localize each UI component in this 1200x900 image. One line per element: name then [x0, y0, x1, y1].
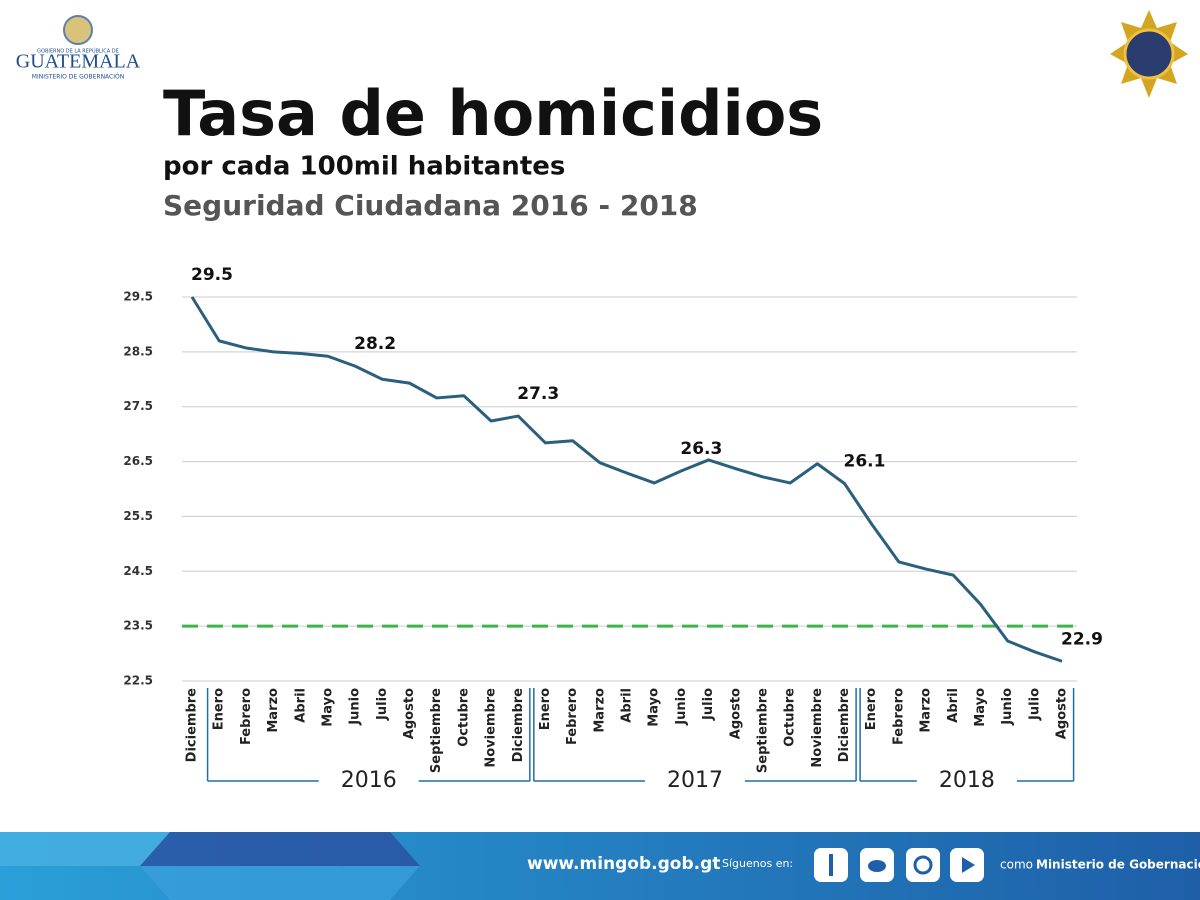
x-tick-label: Julio	[1027, 688, 1042, 721]
data-label: 29.5	[191, 265, 233, 285]
group-label: 2016	[341, 768, 397, 793]
x-tick-label: Julio	[375, 688, 390, 721]
x-tick-label: Junio	[1000, 688, 1015, 726]
y-tick-label: 25.5	[123, 509, 153, 523]
x-tick-label: Mayo	[647, 688, 662, 727]
data-label: 28.2	[354, 334, 396, 354]
x-tick-label: Noviembre	[484, 688, 499, 768]
group-label: 2018	[939, 768, 995, 793]
x-tick-label: Mayo	[973, 688, 988, 727]
x-tick-label: Junio	[674, 688, 689, 726]
x-tick-label: Marzo	[919, 688, 934, 733]
y-tick-label: 26.5	[123, 454, 153, 468]
logo-top: GOBIERNO DE LA REPÚBLICA DE	[37, 48, 119, 55]
footer-follow: Síguenos en:	[722, 857, 793, 870]
x-tick-label: Abril	[620, 688, 635, 723]
data-label: 27.3	[517, 384, 559, 404]
x-tick-label: Octubre	[456, 688, 471, 747]
x-tick-label: Enero	[864, 688, 879, 730]
x-tick-label: Junio	[348, 688, 363, 726]
footer-url: www.mingob.gob.gt	[527, 854, 720, 874]
footer: www.mingob.gob.gt Síguenos en: como Mini…	[0, 832, 1200, 900]
logo-bottom: MINISTERIO DE GOBERNACIÓN	[32, 74, 124, 81]
x-tick-label: Febrero	[239, 688, 254, 745]
x-tick-label: Mayo	[320, 688, 335, 727]
x-tick-label: Diciembre	[511, 688, 526, 762]
x-tick-label: Diciembre	[837, 688, 852, 762]
x-tick-label: Noviembre	[810, 688, 825, 768]
data-label: 26.1	[844, 452, 886, 472]
x-tick-label: Diciembre	[185, 688, 200, 762]
x-tick-label: Abril	[946, 688, 961, 723]
x-tick-label: Septiembre	[755, 688, 770, 773]
x-tick-label: Agosto	[1055, 688, 1070, 739]
y-tick-label: 24.5	[123, 564, 153, 578]
x-tick-label: Julio	[701, 688, 716, 721]
footer-account: Ministerio de Gobernación	[1036, 858, 1200, 872]
x-tick-label: Marzo	[266, 688, 281, 733]
x-tick-label: Agosto	[402, 688, 417, 739]
logo-name: GUATEMALA	[16, 51, 141, 73]
footer-as: como	[1000, 858, 1033, 872]
y-tick-label: 23.5	[123, 619, 153, 633]
x-tick-label: Enero	[538, 688, 553, 730]
x-tick-label: Febrero	[565, 688, 580, 745]
data-line	[190, 296, 1063, 663]
x-tick-label: Enero	[212, 688, 227, 730]
chart-subtitle: por cada 100mil habitantes	[163, 152, 565, 182]
police-badge	[1110, 10, 1188, 98]
chart-subtitle2: Seguridad Ciudadana 2016 - 2018	[163, 189, 698, 222]
x-tick-label: Marzo	[592, 688, 607, 733]
data-label: 22.9	[1061, 629, 1103, 649]
x-tick-label: Agosto	[728, 688, 743, 739]
y-tick-label: 29.5	[123, 290, 153, 304]
gov-logo: GOBIERNO DE LA REPÚBLICA DE GUATEMALA MI…	[16, 15, 141, 81]
data-label: 26.3	[680, 439, 722, 459]
x-tick-label: Abril	[293, 688, 308, 723]
x-tick-label: Febrero	[891, 688, 906, 745]
y-tick-label: 28.5	[123, 344, 153, 358]
y-tick-label: 22.5	[123, 674, 153, 688]
x-tick-label: Octubre	[783, 688, 798, 747]
instagram-icon[interactable]	[906, 848, 940, 882]
x-tick-label: Septiembre	[429, 688, 444, 773]
chart-title: Tasa de homicidios	[163, 77, 823, 150]
group-label: 2017	[667, 768, 723, 793]
y-tick-label: 27.5	[123, 399, 153, 413]
